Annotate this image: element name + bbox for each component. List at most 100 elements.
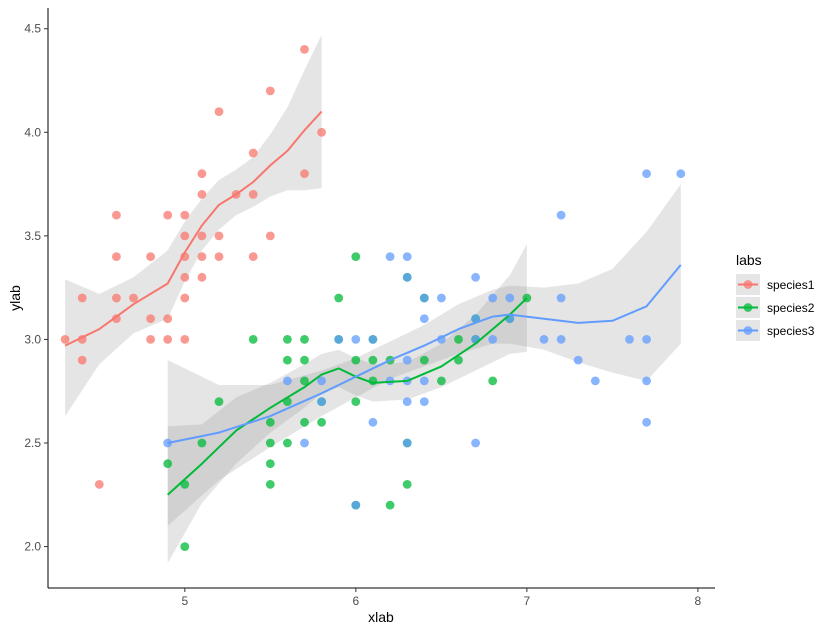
legend-label: species2 <box>767 301 815 315</box>
data-point <box>676 169 686 179</box>
x-tick-label: 6 <box>353 594 360 608</box>
data-point <box>419 397 429 406</box>
data-point <box>351 500 361 510</box>
y-tick-label: 4.0 <box>24 125 41 139</box>
data-point <box>265 417 275 427</box>
data-point <box>163 210 173 220</box>
data-point <box>283 376 292 386</box>
y-tick-label: 2.5 <box>24 436 41 450</box>
x-tick-label: 5 <box>181 594 188 608</box>
data-point <box>351 335 361 344</box>
data-point <box>197 169 207 179</box>
data-point <box>300 376 309 386</box>
data-point <box>214 231 224 241</box>
data-point <box>419 293 429 303</box>
data-point <box>112 293 121 303</box>
x-axis-title: xlab <box>368 609 394 625</box>
data-point <box>180 210 190 220</box>
data-point <box>556 293 566 303</box>
legend-key-point <box>743 280 753 289</box>
data-point <box>283 438 292 448</box>
y-tick-label: 4.5 <box>24 22 41 36</box>
data-point <box>385 500 395 510</box>
data-point <box>163 314 173 324</box>
data-point <box>265 438 275 448</box>
data-point <box>317 397 326 406</box>
data-point <box>283 335 292 344</box>
data-point <box>437 376 446 386</box>
data-point <box>112 210 121 220</box>
data-point <box>94 480 104 489</box>
data-point <box>505 293 515 303</box>
data-point <box>197 272 207 282</box>
y-axis-title: ylab <box>7 285 23 311</box>
data-point <box>112 314 121 324</box>
data-point <box>146 335 156 344</box>
data-point <box>248 190 258 199</box>
data-point <box>368 355 378 365</box>
data-point <box>197 231 207 241</box>
data-point <box>556 335 566 344</box>
confidence-band-species2 <box>167 244 527 564</box>
data-point <box>60 335 70 344</box>
data-point <box>317 127 326 137</box>
data-point <box>146 314 156 324</box>
data-point <box>283 355 292 365</box>
data-point <box>471 314 480 324</box>
data-point <box>112 252 121 261</box>
data-point <box>642 169 651 179</box>
data-point <box>214 252 224 261</box>
data-points <box>60 45 686 551</box>
legend-key-point <box>743 303 753 312</box>
data-point <box>642 335 651 344</box>
legend: labs species1 species2 species3 <box>736 252 815 341</box>
data-point <box>163 459 173 469</box>
y-ticks: 2.0 2.5 3.0 3.5 4.0 4.5 <box>24 22 48 554</box>
data-point <box>317 376 326 386</box>
data-point <box>180 293 190 303</box>
data-point <box>419 355 429 365</box>
data-point <box>300 417 309 427</box>
data-point <box>539 335 549 344</box>
data-point <box>351 397 361 406</box>
data-point <box>248 335 258 344</box>
data-point <box>573 355 583 365</box>
data-point <box>214 397 224 406</box>
confidence-bands <box>65 34 681 564</box>
smooth-line-species3 <box>167 264 682 444</box>
data-point <box>248 252 258 261</box>
data-point <box>317 417 326 427</box>
data-point <box>488 293 498 303</box>
smooth-line-species1 <box>64 110 323 347</box>
data-point <box>197 190 207 199</box>
data-point <box>180 542 190 551</box>
data-point <box>300 169 309 179</box>
data-point <box>402 397 412 406</box>
data-point <box>454 355 463 365</box>
data-point <box>419 376 429 386</box>
x-tick-label: 7 <box>524 594 531 608</box>
data-point <box>402 438 412 448</box>
smooth-line-species2 <box>167 297 528 496</box>
data-point <box>214 107 224 116</box>
data-point <box>197 252 207 261</box>
x-tick-label: 8 <box>695 594 702 608</box>
confidence-band-species1 <box>65 34 322 417</box>
legend-key-point <box>743 326 753 335</box>
data-point <box>77 293 87 303</box>
data-point <box>300 45 309 54</box>
data-point <box>163 335 173 344</box>
data-point <box>265 459 275 469</box>
data-point <box>471 272 480 282</box>
data-point <box>402 272 412 282</box>
data-point <box>471 438 480 448</box>
data-point <box>642 417 651 427</box>
data-point <box>300 438 309 448</box>
data-point <box>556 210 566 220</box>
data-point <box>368 335 378 344</box>
data-point <box>180 231 190 241</box>
data-point <box>129 293 138 303</box>
data-point <box>402 355 412 365</box>
data-point <box>334 293 344 303</box>
